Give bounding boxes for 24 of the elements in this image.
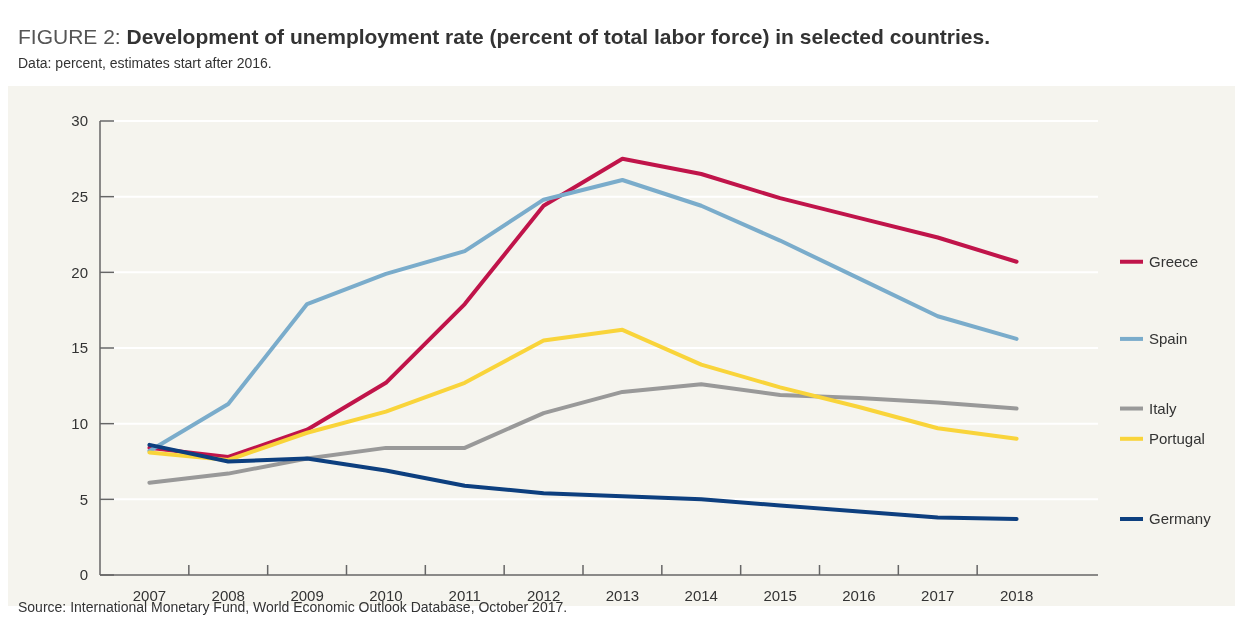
x-tick-label: 2013 [605,587,640,604]
x-tick-label: 2014 [684,587,718,604]
legend-label: Italy [1149,399,1178,417]
x-tick-label: 2012 [526,587,561,604]
x-tick-label: 2018 [999,587,1034,604]
y-tick-label: 30 [71,112,88,130]
legend-label: Portugal [1149,430,1205,448]
y-tick-label: 5 [79,490,88,508]
y-tick-label: 0 [79,566,88,584]
line-series [147,442,1019,522]
y-tick-label: 10 [71,414,88,432]
chart-title: FIGURE 2: Development of unemployment rate (percent of total labor force) in selected countries. [18,25,991,48]
y-tick-label: 20 [71,263,88,281]
legend-label: Germany [1149,510,1212,528]
legend-label: Spain [1149,330,1188,348]
legend-label: Greece [1149,252,1199,270]
line-series [147,382,1019,485]
y-tick-label: 25 [71,187,88,205]
line-series [147,327,1019,462]
x-tick-label: 2017 [921,587,955,604]
x-tick-label: 2015 [763,587,797,604]
y-tick-label: 15 [71,339,88,357]
chart-subtitle: Data: percent, estimates start after 2016. [18,55,272,71]
x-tick-label: 2016 [842,587,876,604]
